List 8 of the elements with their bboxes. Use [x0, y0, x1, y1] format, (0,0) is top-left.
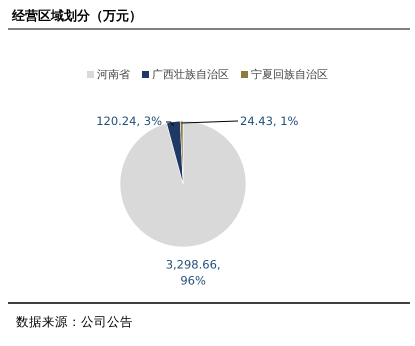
- chart-title: 经营区域划分（万元）: [11, 8, 142, 24]
- source-note: 数据来源：公司公告: [16, 314, 133, 329]
- data-label: 3,298.66, 96%: [166, 257, 221, 288]
- legend-label: 宁夏回族自治区: [251, 68, 328, 81]
- data-label: 120.24, 3%: [96, 114, 162, 128]
- legend-label: 河南省: [97, 68, 130, 81]
- data-label: 24.43, 1%: [240, 114, 299, 128]
- legend-label: 广西壮族自治区: [152, 68, 229, 81]
